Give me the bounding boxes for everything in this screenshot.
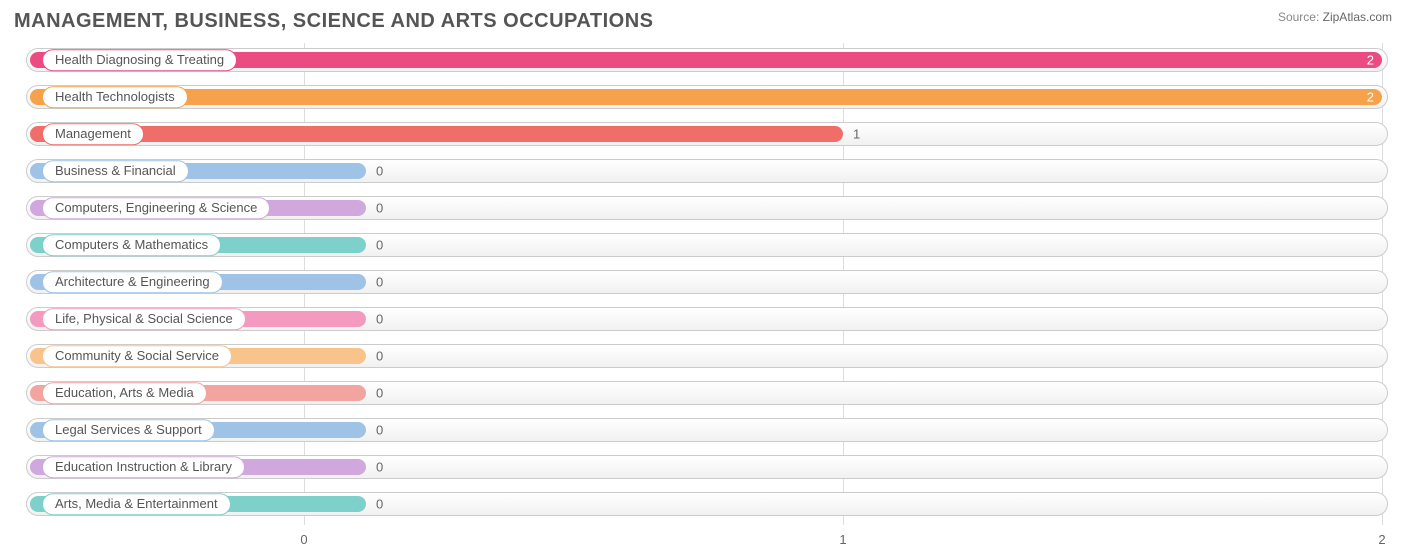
value-label: 2 xyxy=(1367,53,1374,68)
bar-row: Health Diagnosing & Treating 2 xyxy=(26,45,1388,75)
bar-row: Management 1 xyxy=(26,119,1388,149)
x-tick-label: 0 xyxy=(300,532,307,547)
bar-row: Community & Social Service 0 xyxy=(26,341,1388,371)
category-label: Community & Social Service xyxy=(42,345,232,367)
bar-fill xyxy=(30,89,1382,105)
chart-header: MANAGEMENT, BUSINESS, SCIENCE AND ARTS O… xyxy=(14,10,1392,33)
bar-row: Computers & Mathematics 0 xyxy=(26,230,1388,260)
category-label: Education, Arts & Media xyxy=(42,382,207,404)
bar-fill xyxy=(30,126,843,142)
value-label: 1 xyxy=(853,127,860,142)
value-label: 0 xyxy=(376,386,383,401)
bar-row: Arts, Media & Entertainment 0 xyxy=(26,489,1388,519)
bar-row: Health Technologists 2 xyxy=(26,82,1388,112)
source-value: ZipAtlas.com xyxy=(1323,10,1392,24)
bar-row: Business & Financial 0 xyxy=(26,156,1388,186)
value-label: 0 xyxy=(376,275,383,290)
source-attribution: Source: ZipAtlas.com xyxy=(1278,10,1392,24)
value-label: 0 xyxy=(376,164,383,179)
value-label: 0 xyxy=(376,423,383,438)
value-label: 0 xyxy=(376,460,383,475)
chart-title: MANAGEMENT, BUSINESS, SCIENCE AND ARTS O… xyxy=(14,10,653,33)
plot-area: Health Diagnosing & Treating2Health Tech… xyxy=(26,43,1388,525)
x-tick-label: 1 xyxy=(839,532,846,547)
category-label: Computers, Engineering & Science xyxy=(42,197,270,219)
bar-row: Architecture & Engineering 0 xyxy=(26,267,1388,297)
bar-row: Legal Services & Support 0 xyxy=(26,415,1388,445)
bar-chart: Health Diagnosing & Treating2Health Tech… xyxy=(14,39,1392,549)
value-label: 0 xyxy=(376,201,383,216)
category-label: Arts, Media & Entertainment xyxy=(42,493,231,515)
category-label: Health Diagnosing & Treating xyxy=(42,49,237,71)
category-label: Business & Financial xyxy=(42,160,189,182)
bar-row: Computers, Engineering & Science 0 xyxy=(26,193,1388,223)
category-label: Architecture & Engineering xyxy=(42,271,223,293)
value-label: 0 xyxy=(376,238,383,253)
bar-row: Education Instruction & Library 0 xyxy=(26,452,1388,482)
x-tick-label: 2 xyxy=(1378,532,1385,547)
category-label: Life, Physical & Social Science xyxy=(42,308,246,330)
category-label: Education Instruction & Library xyxy=(42,456,245,478)
category-label: Health Technologists xyxy=(42,86,188,108)
value-label: 0 xyxy=(376,312,383,327)
bar-row: Life, Physical & Social Science 0 xyxy=(26,304,1388,334)
value-label: 0 xyxy=(376,349,383,364)
source-label: Source: xyxy=(1278,10,1319,24)
value-label: 2 xyxy=(1367,90,1374,105)
category-label: Computers & Mathematics xyxy=(42,234,221,256)
bar-row: Education, Arts & Media 0 xyxy=(26,378,1388,408)
category-label: Legal Services & Support xyxy=(42,419,215,441)
category-label: Management xyxy=(42,123,144,145)
value-label: 0 xyxy=(376,497,383,512)
